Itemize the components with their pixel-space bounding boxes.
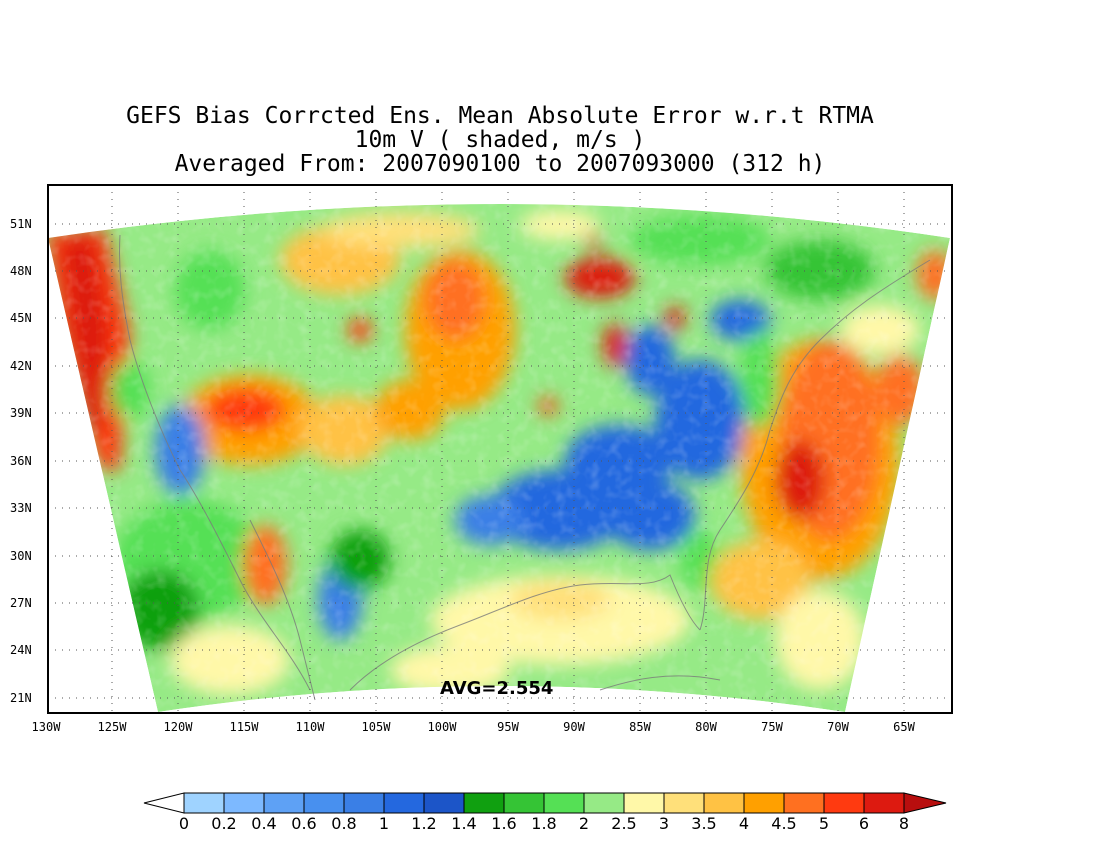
colorbar-label: 1.8	[531, 814, 556, 833]
colorbar-label: 6	[859, 814, 869, 833]
lon-label: 70W	[827, 720, 849, 734]
colorbar-label: 8	[899, 814, 909, 833]
colorbar-arrow-high	[903, 792, 947, 814]
colorbar-swatch	[583, 792, 625, 814]
colorbar-swatch	[503, 792, 545, 814]
colorbar-label: 1	[379, 814, 389, 833]
colorbar-swatch	[183, 792, 225, 814]
lon-label: 125W	[98, 720, 128, 734]
average-label: AVG=2.554	[440, 678, 553, 699]
lon-label: 65W	[893, 720, 915, 734]
colorbar-label: 1.4	[451, 814, 476, 833]
colorbar-label: 0.6	[291, 814, 316, 833]
colorbar-label: 2.5	[611, 814, 636, 833]
plot-subtitle: 10m V ( shaded, m/s )	[354, 127, 646, 153]
lat-label: 36N	[10, 454, 32, 468]
colorbar-swatch	[223, 792, 265, 814]
lat-label: 30N	[10, 549, 32, 563]
lat-label: 24N	[10, 643, 32, 657]
colorbar-label: 0.2	[211, 814, 236, 833]
colorbar-label: 5	[819, 814, 829, 833]
colorbar-swatch	[543, 792, 585, 814]
colorbar-swatch	[823, 792, 865, 814]
lat-label: 33N	[10, 501, 32, 515]
colorbar-label: 1.6	[491, 814, 516, 833]
colorbar-label: 0.8	[331, 814, 356, 833]
coastlines	[118, 234, 931, 701]
lat-label: 39N	[10, 406, 32, 420]
lon-label: 75W	[761, 720, 783, 734]
lon-label: 115W	[230, 720, 260, 734]
lon-label: 80W	[695, 720, 717, 734]
lon-label: 110W	[296, 720, 326, 734]
lat-labels: 51N 48N 45N 42N 39N 36N 33N 30N 27N 24N …	[10, 217, 32, 705]
colorbar-swatch	[743, 792, 785, 814]
colorbar-swatch	[663, 792, 705, 814]
lon-label: 105W	[362, 720, 392, 734]
error-field	[48, 204, 950, 712]
colorbar-swatch	[343, 792, 385, 814]
lon-label: 130W	[32, 720, 62, 734]
colorbar-swatch	[303, 792, 345, 814]
lon-label: 100W	[428, 720, 458, 734]
colorbar-swatch	[423, 792, 465, 814]
colorbar-swatch	[623, 792, 665, 814]
colorbar-label: 0	[179, 814, 189, 833]
colorbar-swatch	[263, 792, 305, 814]
colorbar-label: 3.5	[691, 814, 716, 833]
colorbar-swatch	[463, 792, 505, 814]
colorbar-swatch	[863, 792, 905, 814]
colorbar-label: 4	[739, 814, 749, 833]
colorbar-swatch	[383, 792, 425, 814]
colorbar-label: 2	[579, 814, 589, 833]
lon-label: 90W	[563, 720, 585, 734]
colorbar-label: 4.5	[771, 814, 796, 833]
colorbar-label: 3	[659, 814, 669, 833]
lat-label: 45N	[10, 311, 32, 325]
colorbar-swatch	[703, 792, 745, 814]
plot-period: Averaged From: 2007090100 to 2007093000 …	[174, 151, 826, 177]
plot-title: GEFS Bias Corrcted Ens. Mean Absolute Er…	[126, 103, 874, 129]
lon-labels: 130W 125W 120W 115W 110W 105W 100W 95W 9…	[32, 720, 916, 734]
lat-label: 48N	[10, 264, 32, 278]
lat-label: 21N	[10, 691, 32, 705]
colorbar-label: 1.2	[411, 814, 436, 833]
colorbar-label: 0.4	[251, 814, 276, 833]
colorbar-swatch	[783, 792, 825, 814]
lon-label: 85W	[629, 720, 651, 734]
lon-label: 120W	[164, 720, 194, 734]
colorbar: 0 0.2 0.4 0.6 0.8 1 1.2 1.4 1.6 1.8 2 2.5 3 3.5 4 4.5 5 6…	[143, 792, 947, 833]
lat-label: 51N	[10, 217, 32, 231]
lat-label: 27N	[10, 596, 32, 610]
lat-label: 42N	[10, 359, 32, 373]
lon-label: 95W	[497, 720, 519, 734]
colorbar-arrow-low	[143, 792, 185, 814]
